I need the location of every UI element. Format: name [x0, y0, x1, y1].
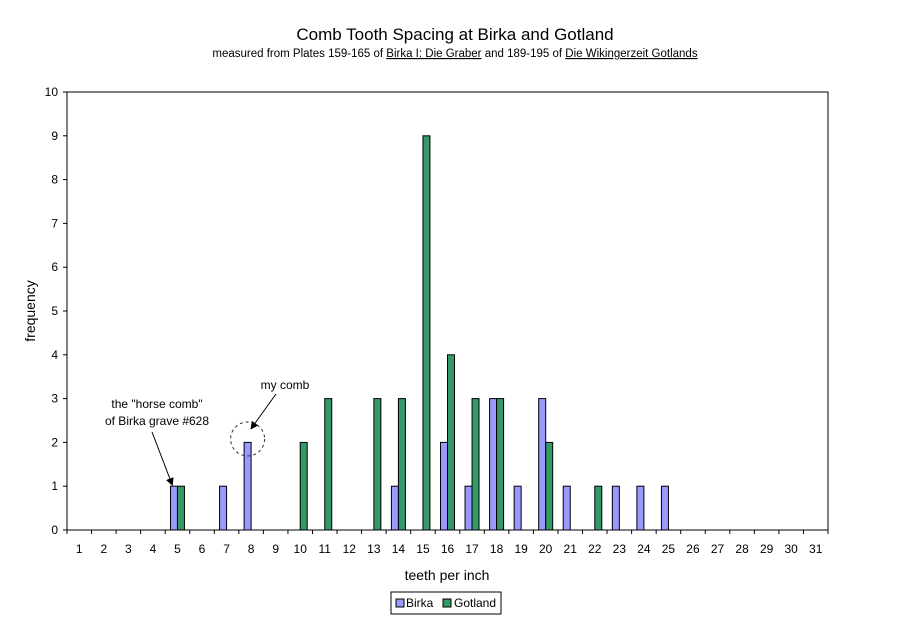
bar-gotland-20 [545, 441, 554, 531]
bar-birka-24 [636, 485, 645, 531]
x-tick-label: 30 [784, 542, 798, 556]
x-tick-label: 14 [392, 542, 406, 556]
bar-birka-19 [513, 485, 522, 531]
x-tick-label: 16 [441, 542, 455, 556]
bars [169, 135, 669, 531]
annotation-arrow [151, 431, 174, 487]
y-tick-label: 2 [51, 435, 58, 449]
legend-label-birka: Birka [406, 596, 434, 610]
bar-gotland-13 [373, 398, 382, 531]
y-axis-label: frequency [22, 280, 38, 341]
legend-label-gotland: Gotland [454, 596, 496, 610]
y-tick-label: 5 [51, 304, 58, 318]
x-tick-label: 29 [760, 542, 774, 556]
bar-gotland-22 [594, 485, 603, 531]
y-tick-label: 0 [51, 523, 58, 537]
x-tick-label: 6 [199, 542, 206, 556]
y-tick-label: 9 [51, 129, 58, 143]
x-tick-label: 15 [416, 542, 430, 556]
x-tick-label: 27 [711, 542, 725, 556]
bar-birka-14 [390, 485, 399, 531]
bar-gotland-14 [397, 398, 406, 531]
bar-birka-16 [440, 441, 448, 531]
x-tick-label: 10 [294, 542, 308, 556]
bar-birka-8 [243, 441, 252, 531]
bar-birka-21 [562, 485, 571, 531]
x-tick-label: 28 [735, 542, 749, 556]
legend-swatch-birka [395, 598, 405, 608]
x-tick-label: 7 [223, 542, 230, 556]
bar-birka-20 [538, 398, 547, 531]
x-tick-label: 8 [248, 542, 255, 556]
x-axis-label: teeth per inch [405, 567, 490, 583]
bar-birka-5 [169, 485, 178, 531]
x-tick-label: 9 [272, 542, 279, 556]
x-tick-label: 22 [588, 542, 602, 556]
bar-gotland-10 [299, 441, 308, 531]
legend: Birka Gotland [390, 591, 502, 615]
y-tick-label: 3 [51, 392, 58, 406]
x-tick-label: 11 [319, 542, 332, 556]
x-tick-label: 13 [367, 542, 381, 556]
subtitle-part: and 189-195 of [482, 48, 566, 60]
bar-birka-7 [219, 485, 228, 531]
chart-subtitle: measured from Plates 159-165 of Birka I:… [212, 48, 697, 60]
x-tick-label: 1 [76, 542, 83, 556]
subtitle-part: measured from Plates 159-165 of [212, 48, 386, 60]
annotation-arrow [250, 393, 277, 430]
x-tick-label: 31 [809, 542, 823, 556]
x-tick-label: 19 [514, 542, 528, 556]
subtitle-part: Birka I: Die Graber [386, 48, 481, 60]
y-axis: 0 1 2 3 4 5 6 7 8 9 10 [45, 85, 67, 537]
bar-birka-17 [464, 485, 473, 531]
bar-birka-23 [611, 485, 620, 531]
y-tick-label: 7 [51, 216, 58, 230]
bar-gotland-11 [324, 398, 333, 531]
bar-gotland-16 [447, 354, 455, 531]
y-tick-label: 1 [51, 479, 58, 493]
bar-birka-25 [660, 485, 669, 531]
x-tick-label: 21 [564, 542, 578, 556]
annotation-circle [230, 421, 266, 457]
y-tick-label: 4 [51, 348, 58, 362]
bar-gotland-5 [176, 485, 185, 531]
x-tick-label: 12 [343, 542, 357, 556]
subtitle-part: Die Wikingerzeit Gotlands [565, 48, 698, 60]
x-tick-label: 17 [465, 542, 479, 556]
x-tick-label: 20 [539, 542, 553, 556]
x-tick-label: 18 [490, 542, 504, 556]
x-tick-label: 4 [150, 542, 157, 556]
chart-title: Comb Tooth Spacing at Birka and Gotland [296, 25, 613, 44]
bar-gotland-17 [471, 398, 480, 531]
annotation-my-comb: my comb [261, 378, 310, 392]
x-tick-label: 3 [125, 542, 132, 556]
x-axis: 1 2 3 4 5 6 7 8 9 10 11 12 13 14 15 16 17 18 19 20 21 22 23 24 2… [66, 530, 829, 556]
x-tick-label: 23 [613, 542, 627, 556]
x-tick-label: 24 [637, 542, 651, 556]
x-tick-label: 26 [686, 542, 700, 556]
annotations: the "horse comb" of Birka grave #628 my co… [105, 378, 310, 487]
annotation-horse-comb: of Birka grave #628 [105, 414, 209, 428]
y-tick-label: 6 [51, 260, 58, 274]
y-tick-label: 8 [51, 173, 58, 187]
y-tick-label: 10 [45, 85, 59, 99]
x-tick-label: 2 [100, 542, 107, 556]
bar-gotland-15 [422, 135, 431, 531]
legend-swatch-gotland [442, 598, 452, 608]
annotation-horse-comb: the "horse comb" [111, 397, 202, 411]
x-tick-label: 25 [662, 542, 676, 556]
x-tick-label: 5 [174, 542, 181, 556]
bar-gotland-18 [496, 398, 505, 531]
bar-birka-18 [489, 398, 498, 531]
